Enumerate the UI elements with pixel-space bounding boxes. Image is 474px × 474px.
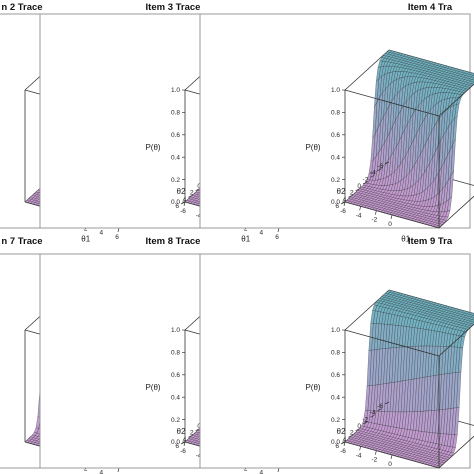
z-tick-label: 0.8 bbox=[331, 110, 340, 117]
z-tick-label: 1.0 bbox=[331, 327, 340, 334]
theta1-tick-label: 0 bbox=[388, 461, 392, 468]
z-axis: 0.0 0.2 0.4 0.6 0.8 1.0 P(θ) bbox=[305, 87, 345, 206]
z-tick-label: 1.0 bbox=[171, 87, 180, 94]
theta1-tick-label: -4 bbox=[196, 452, 202, 459]
theta1-tick-label: 2 bbox=[244, 465, 248, 472]
z-tick-label: 0.4 bbox=[171, 154, 180, 161]
z-tick-label: 0.2 bbox=[171, 177, 180, 184]
theta2-tick-label: 0 bbox=[357, 423, 361, 430]
z-tick-label: 0.2 bbox=[331, 417, 340, 424]
z-tick-label: 0.6 bbox=[331, 132, 340, 139]
theta1-tick-label: -6 bbox=[180, 208, 186, 215]
z-tick-label: 0.4 bbox=[331, 394, 340, 401]
theta2-tick-label: 0 bbox=[197, 183, 201, 190]
theta1-tick-label: 2 bbox=[244, 225, 248, 232]
theta2-axis-label: θ2 bbox=[337, 187, 346, 196]
z-tick-label: 0.2 bbox=[331, 177, 340, 184]
theta1-axis-label: θ1 bbox=[241, 234, 250, 243]
z-axis-label: P(θ) bbox=[145, 383, 160, 392]
panel-title: Item 4 Tra bbox=[408, 2, 453, 13]
z-tick-label: 0.0 bbox=[331, 199, 340, 206]
theta2-axis-label: θ2 bbox=[177, 427, 186, 436]
theta2-tick-label: 6 bbox=[335, 443, 339, 450]
z-tick-label: 0.6 bbox=[171, 372, 180, 379]
z-tick-label: 0.0 bbox=[171, 439, 180, 446]
theta1-tick-label: 4 bbox=[100, 230, 104, 237]
z-tick-label: 1.0 bbox=[171, 327, 180, 334]
theta2-tick-label: -2 bbox=[363, 176, 369, 183]
theta2-tick-label: 2 bbox=[350, 190, 354, 197]
theta1-axis-label: θ1 bbox=[401, 234, 410, 243]
theta2-tick-label: 0 bbox=[197, 423, 201, 430]
theta1-tick-label: -6 bbox=[340, 448, 346, 455]
theta1-tick-label: 0 bbox=[388, 221, 392, 228]
theta1-tick-label: 2 bbox=[84, 225, 88, 232]
theta2-tick-label: 0 bbox=[357, 183, 361, 190]
z-axis: 0.0 0.2 0.4 0.6 0.8 1.0 P(θ) bbox=[305, 327, 345, 446]
theta1-tick-label: 4 bbox=[100, 470, 104, 474]
theta1-tick-label: -4 bbox=[196, 212, 202, 219]
theta2-tick-label: 2 bbox=[190, 430, 194, 437]
theta1-tick-label: 4 bbox=[260, 230, 264, 237]
theta2-tick-label: -6 bbox=[377, 403, 383, 410]
trace-panel-item-2: Item 4 Tra0.00.20.40.60.81.0P(θ)-6-4-20θ… bbox=[199, 2, 474, 243]
trace-panel-item-5: Item 9 Tra0.00.20.40.60.81.0P(θ)-6-4-20θ… bbox=[199, 236, 474, 469]
z-axis: 0.0 0.2 0.4 0.6 0.8 1.0 P(θ) bbox=[145, 327, 185, 446]
theta1-axis: -6 -4 -2 0 θ1 bbox=[340, 201, 411, 243]
theta2-tick-label: -4 bbox=[370, 410, 376, 417]
theta2-tick-label: -4 bbox=[370, 170, 376, 177]
z-tick-label: 0.0 bbox=[171, 199, 180, 206]
panel-title: n 2 Trace bbox=[1, 2, 42, 13]
theta1-tick-label: -6 bbox=[180, 448, 186, 455]
theta2-tick-label: 4 bbox=[183, 196, 187, 203]
theta2-tick-label: 6 bbox=[335, 203, 339, 210]
panel-title: n 7 Trace bbox=[1, 236, 42, 247]
theta1-axis-label: θ1 bbox=[81, 234, 90, 243]
surface-mesh bbox=[344, 49, 474, 229]
z-axis-label: P(θ) bbox=[145, 143, 160, 152]
theta1-tick-label: -4 bbox=[356, 452, 362, 459]
theta2-tick-label: -2 bbox=[363, 416, 369, 423]
theta2-tick-label: 4 bbox=[343, 436, 347, 443]
theta2-tick-label: 4 bbox=[183, 436, 187, 443]
panel-title: Item 9 Tra bbox=[408, 236, 453, 247]
z-tick-label: 0.0 bbox=[331, 439, 340, 446]
theta1-tick-label: -2 bbox=[371, 217, 377, 224]
z-tick-label: 0.2 bbox=[171, 417, 180, 424]
z-tick-label: 0.4 bbox=[171, 394, 180, 401]
theta2-tick-label: 6 bbox=[175, 203, 179, 210]
theta1-tick-label: -4 bbox=[356, 212, 362, 219]
theta2-axis-label: θ2 bbox=[337, 427, 346, 436]
z-tick-label: 0.8 bbox=[331, 350, 340, 357]
z-tick-label: 0.4 bbox=[331, 154, 340, 161]
theta2-tick-label: 4 bbox=[343, 196, 347, 203]
theta1-tick-label: 4 bbox=[260, 470, 264, 474]
z-tick-label: 0.6 bbox=[171, 132, 180, 139]
theta1-tick-label: 6 bbox=[275, 234, 279, 241]
panel-title: Item 8 Trace bbox=[146, 236, 201, 247]
z-axis: 0.0 0.2 0.4 0.6 0.8 1.0 P(θ) bbox=[145, 87, 185, 206]
theta1-tick-label: 6 bbox=[115, 234, 119, 241]
theta2-tick-label: 2 bbox=[350, 430, 354, 437]
z-tick-label: 0.8 bbox=[171, 350, 180, 357]
z-tick-label: 0.6 bbox=[331, 372, 340, 379]
theta2-axis-label: θ2 bbox=[177, 187, 186, 196]
theta2-tick-label: 6 bbox=[175, 443, 179, 450]
theta1-tick-label: 2 bbox=[84, 465, 88, 472]
panel-title: Item 3 Trace bbox=[146, 2, 201, 13]
z-axis-label: P(θ) bbox=[305, 143, 320, 152]
z-axis-label: P(θ) bbox=[305, 383, 320, 392]
theta2-tick-label: 2 bbox=[190, 190, 194, 197]
theta1-tick-label: -6 bbox=[340, 208, 346, 215]
theta2-tick-label: -6 bbox=[377, 163, 383, 170]
z-tick-label: 0.8 bbox=[171, 110, 180, 117]
z-tick-label: 1.0 bbox=[331, 87, 340, 94]
theta1-tick-label: -2 bbox=[371, 457, 377, 464]
